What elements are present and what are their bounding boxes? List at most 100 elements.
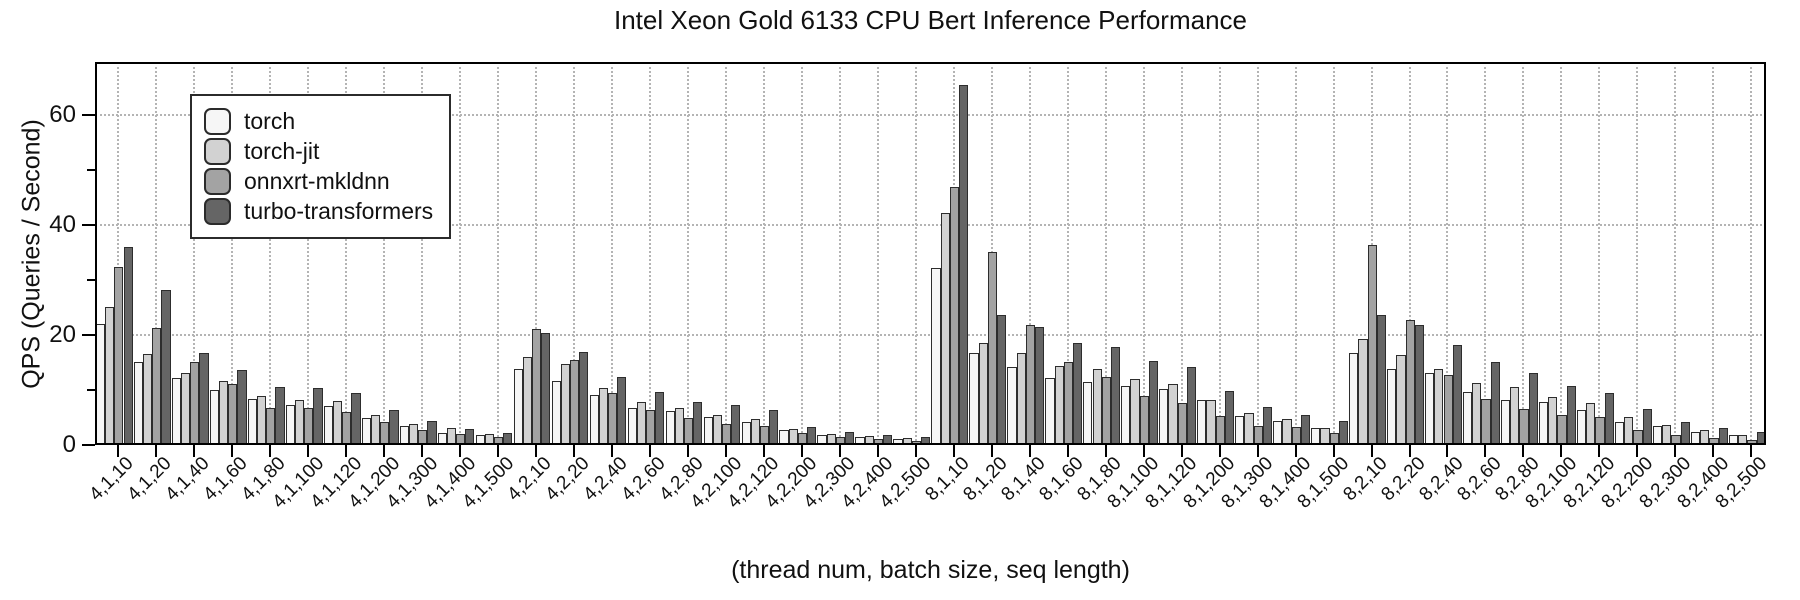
bar-onnxrt-mkldnn — [1253, 426, 1263, 445]
bar-turbo-transformers — [275, 387, 285, 445]
bar-turbo-transformers — [731, 405, 741, 445]
x-gridline — [686, 62, 689, 445]
bar-torch — [1614, 422, 1625, 445]
x-tick — [1750, 445, 1753, 457]
x-tick — [421, 445, 424, 457]
bar-torch-jit — [143, 354, 153, 445]
x-gridline — [838, 62, 841, 445]
x-gridline — [610, 62, 613, 445]
bar-torch — [209, 390, 220, 445]
x-tick — [952, 445, 955, 457]
bar-torch-jit — [257, 396, 267, 445]
bar-turbo-transformers — [807, 427, 817, 445]
x-gridline — [421, 62, 424, 445]
bar-torch — [1501, 400, 1511, 445]
legend-swatch-torch-jit — [204, 138, 231, 165]
x-tick — [1256, 445, 1259, 457]
bar-onnxrt-mkldnn — [1025, 325, 1035, 445]
x-tick — [1142, 445, 1145, 457]
bar-turbo-transformers — [1376, 315, 1386, 445]
x-gridline — [269, 62, 272, 445]
bar-turbo-transformers — [313, 388, 323, 445]
bar-torch — [1387, 369, 1397, 445]
bar-torch — [741, 422, 751, 445]
bar-turbo-transformers — [921, 437, 931, 445]
bar-onnxrt-mkldnn — [1139, 396, 1149, 445]
x-tick — [573, 445, 575, 457]
bar-turbo-transformers — [1262, 407, 1272, 445]
x-gridline — [1180, 62, 1183, 445]
bar-turbo-transformers — [1072, 343, 1083, 445]
x-gridline — [800, 62, 803, 445]
bar-onnxrt-mkldnn — [1177, 403, 1187, 445]
bar-onnxrt-mkldnn — [1595, 417, 1605, 445]
bar-torch-jit — [598, 388, 608, 445]
x-gridline — [1598, 62, 1601, 445]
bar-torch-jit — [978, 343, 988, 445]
x-tick — [610, 445, 613, 457]
bar-turbo-transformers — [1490, 362, 1500, 445]
bar-torch — [513, 369, 523, 445]
bar-torch — [95, 324, 106, 445]
bar-turbo-transformers — [465, 429, 475, 445]
x-gridline — [231, 62, 234, 445]
bar-torch — [285, 405, 295, 445]
bar-turbo-transformers — [1718, 428, 1728, 445]
x-tick — [155, 445, 158, 457]
x-gridline — [1218, 62, 1221, 445]
bar-turbo-transformers — [617, 377, 627, 445]
x-gridline — [1104, 62, 1107, 445]
bar-turbo-transformers — [1528, 373, 1538, 445]
bar-torch-jit — [294, 400, 305, 445]
bar-onnxrt-mkldnn — [1633, 430, 1643, 445]
x-gridline — [1142, 62, 1145, 445]
bar-turbo-transformers — [1680, 422, 1690, 445]
x-tick — [876, 445, 879, 457]
bar-torch-jit — [788, 429, 798, 445]
x-tick — [1332, 445, 1335, 457]
bar-turbo-transformers — [1756, 432, 1766, 445]
y-tick-label: 40 — [49, 210, 76, 238]
bar-torch-jit — [1320, 428, 1330, 445]
bar-torch-jit — [1548, 397, 1558, 445]
x-gridline — [1028, 62, 1031, 445]
bar-onnxrt-mkldnn — [1709, 438, 1719, 445]
bar-torch — [1045, 378, 1055, 445]
bar-turbo-transformers — [693, 402, 703, 445]
bar-onnxrt-mkldnn — [1063, 362, 1073, 445]
legend-label-onnxrt-mkldnn: onnxrt-mkldnn — [244, 168, 390, 194]
y-tick-major — [82, 223, 95, 226]
x-tick — [1066, 445, 1069, 457]
bar-turbo-transformers — [769, 410, 779, 445]
bar-torch — [931, 268, 941, 445]
bar-torch — [171, 378, 182, 445]
x-tick — [117, 445, 120, 457]
x-gridline — [459, 62, 462, 445]
x-tick — [1370, 445, 1373, 457]
x-tick — [269, 445, 272, 457]
x-tick — [193, 445, 196, 457]
x-gridline — [1294, 62, 1297, 445]
bar-torch-jit — [446, 428, 457, 445]
x-tick — [1636, 445, 1639, 457]
y-tick-label: 0 — [62, 431, 76, 458]
bar-turbo-transformers — [1452, 345, 1462, 445]
bar-torch-jit — [1434, 369, 1444, 445]
bar-torch-jit — [1282, 419, 1292, 445]
bar-onnxrt-mkldnn — [797, 433, 808, 445]
x-gridline — [1408, 62, 1411, 445]
y-tick-major — [82, 333, 95, 336]
bar-turbo-transformers — [655, 392, 665, 445]
x-gridline — [1484, 62, 1487, 445]
bar-torch — [399, 426, 409, 445]
bar-onnxrt-mkldnn — [1367, 245, 1377, 445]
legend-row: torch-jit — [204, 138, 433, 165]
x-tick — [497, 445, 500, 457]
legend-label-torch: torch — [244, 108, 296, 134]
bar-turbo-transformers — [883, 435, 893, 445]
bar-torch — [1007, 367, 1017, 445]
bar-torch-jit — [674, 408, 684, 445]
x-tick — [1484, 445, 1487, 457]
bar-turbo-transformers — [503, 433, 513, 445]
bar-torch — [893, 439, 903, 445]
